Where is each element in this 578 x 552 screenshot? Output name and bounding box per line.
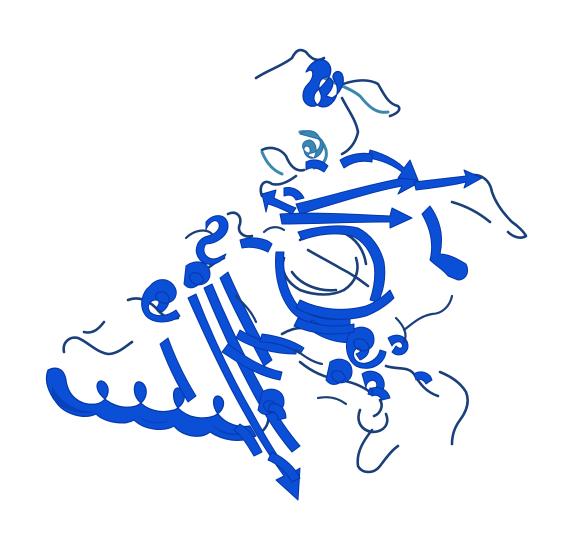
strand-small-1 [305, 159, 329, 173]
upper-left-helices [183, 215, 273, 289]
coil-lower-right-2 [438, 370, 469, 446]
helix-ul-1 [195, 215, 229, 265]
coil-bottom-loop-2 [356, 428, 400, 474]
light-loop-left [260, 150, 284, 176]
coil-loops [62, 48, 528, 474]
coil-center-loop [281, 256, 359, 296]
barrel-strand-1 [297, 225, 386, 303]
coil-center-loop-3 [290, 270, 338, 292]
coil-bottom-loop [357, 408, 389, 434]
diag-strand-bottom-tip [267, 451, 301, 483]
coil-upper-mid [226, 211, 254, 238]
small-light-helix [299, 130, 324, 159]
helix-left-small [141, 279, 181, 323]
strand-ur-5 [421, 205, 469, 281]
strand-ur-6 [261, 189, 297, 215]
light-loop-top [322, 76, 390, 114]
diag-strand-4 [159, 337, 197, 403]
coil-mid-upper [259, 174, 298, 198]
helix-mr-3 [325, 358, 353, 385]
coil-top-left-tail [254, 48, 326, 80]
mid-right-helices [259, 317, 409, 401]
coil-bottom-loop-3 [372, 398, 383, 418]
coil-left-loop-2 [82, 320, 106, 334]
strand-ur-4 [413, 169, 483, 191]
coil-overlay [184, 226, 454, 406]
coil-top-loop [336, 79, 401, 118]
coil-left-upper [260, 146, 306, 172]
helix-mr-5 [371, 387, 391, 401]
strand-ur-1 [295, 169, 421, 215]
coil-top-loop-2 [340, 96, 360, 156]
strand-ur-3 [367, 149, 419, 181]
helix-lm-3 [413, 371, 433, 385]
coil-right-tail-2 [450, 200, 492, 224]
helix-lm-2 [267, 403, 287, 421]
helix-ul-2 [239, 237, 273, 253]
strand-ur-2 [279, 207, 413, 229]
left-helix-tail [233, 423, 263, 457]
long-left-helix [45, 367, 263, 457]
upper-small-strands [283, 152, 373, 201]
coil-center-loop-4 [306, 248, 370, 288]
strand-mr-1 [293, 317, 355, 335]
top-helix [302, 59, 344, 108]
diag-strand-1 [187, 293, 301, 501]
coil-left-helix-outline [62, 336, 134, 356]
strand-small-3 [283, 187, 305, 201]
strand-small-2 [339, 152, 373, 169]
barrel-strand-3 [295, 289, 395, 320]
helix-mr-1 [346, 326, 387, 369]
left-helix-cluster [141, 279, 181, 323]
lower-middle-elements [257, 371, 433, 421]
coil-right-tail [466, 173, 528, 239]
helix-ul-3 [183, 261, 211, 289]
upper-right-sheet [261, 149, 483, 281]
diag-strand-6 [221, 343, 283, 381]
diagonal-sheet [159, 271, 301, 501]
